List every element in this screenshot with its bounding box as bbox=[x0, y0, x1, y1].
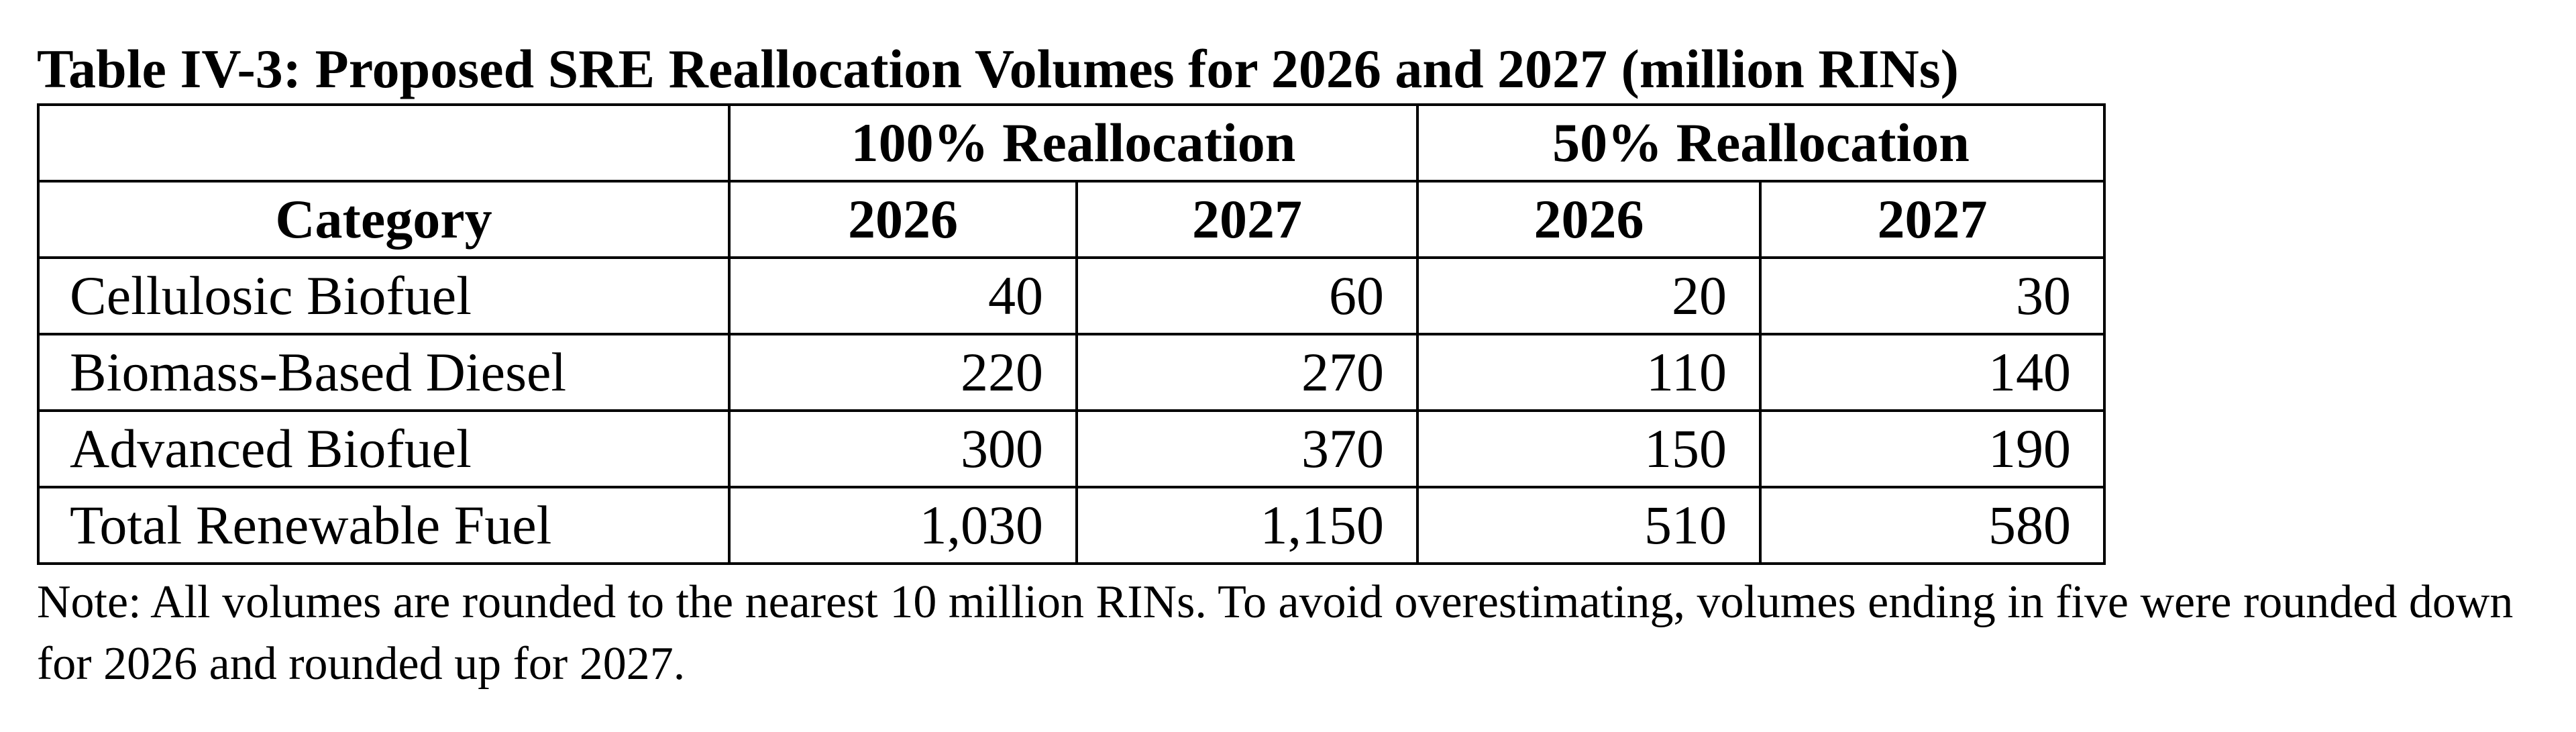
table-row: Advanced Biofuel 300 370 150 190 bbox=[37, 409, 2106, 488]
column-header-row: Category 2026 2027 2026 2027 bbox=[37, 180, 2106, 259]
reallocation-table: 100% Reallocation 50% Reallocation Categ… bbox=[37, 103, 2106, 565]
category-cell: Biomass-Based Diesel bbox=[37, 333, 731, 412]
value-cell: 1,030 bbox=[728, 486, 1078, 565]
value-cell: 40 bbox=[728, 256, 1078, 335]
table-row: Biomass-Based Diesel 220 270 110 140 bbox=[37, 333, 2106, 412]
value-cell: 370 bbox=[1075, 409, 1419, 488]
table-row: Total Renewable Fuel 1,030 1,150 510 580 bbox=[37, 486, 2106, 565]
value-cell: 30 bbox=[1759, 256, 2106, 335]
column-header-category: Category bbox=[37, 180, 731, 259]
group-header-100-percent: 100% Reallocation bbox=[728, 103, 1419, 182]
value-cell: 510 bbox=[1416, 486, 1762, 565]
value-cell: 220 bbox=[728, 333, 1078, 412]
value-cell: 140 bbox=[1759, 333, 2106, 412]
value-cell: 190 bbox=[1759, 409, 2106, 488]
value-cell: 580 bbox=[1759, 486, 2106, 565]
value-cell: 300 bbox=[728, 409, 1078, 488]
column-header-year: 2026 bbox=[1416, 180, 1762, 259]
category-cell: Total Renewable Fuel bbox=[37, 486, 731, 565]
group-header-50-percent: 50% Reallocation bbox=[1416, 103, 2106, 182]
column-header-year: 2026 bbox=[728, 180, 1078, 259]
value-cell: 60 bbox=[1075, 256, 1419, 335]
value-cell: 150 bbox=[1416, 409, 1762, 488]
document: Table IV-3: Proposed SRE Reallocation Vo… bbox=[37, 42, 2559, 695]
value-cell: 270 bbox=[1075, 333, 1419, 412]
column-header-year: 2027 bbox=[1759, 180, 2106, 259]
table-note: Note: All volumes are rounded to the nea… bbox=[37, 576, 2514, 690]
value-cell: 20 bbox=[1416, 256, 1762, 335]
table-row: Cellulosic Biofuel 40 60 20 30 bbox=[37, 256, 2106, 335]
category-cell: Cellulosic Biofuel bbox=[37, 256, 731, 335]
value-cell: 1,150 bbox=[1075, 486, 1419, 565]
category-cell: Advanced Biofuel bbox=[37, 409, 731, 488]
group-header-row: 100% Reallocation 50% Reallocation bbox=[37, 103, 2106, 182]
table-title: Table IV-3: Proposed SRE Reallocation Vo… bbox=[37, 38, 1959, 99]
empty-header-cell bbox=[37, 103, 731, 182]
value-cell: 110 bbox=[1416, 333, 1762, 412]
column-header-year: 2027 bbox=[1075, 180, 1419, 259]
